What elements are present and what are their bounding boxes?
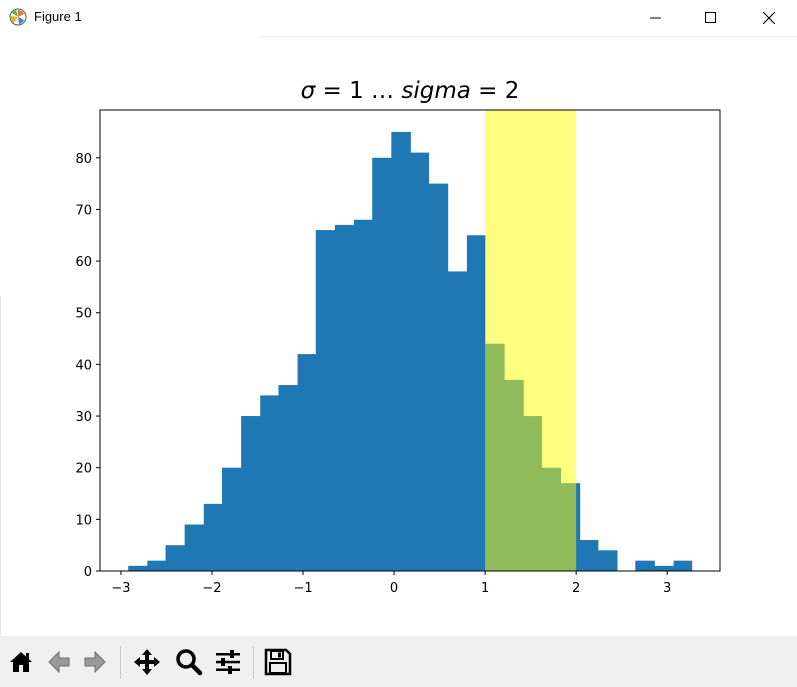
floppy-disk-icon [264, 648, 292, 676]
maximize-icon [705, 12, 716, 23]
histogram-bar [635, 560, 655, 571]
home-icon [10, 652, 32, 672]
histogram-bar [315, 230, 336, 571]
y-tick-label: 30 [75, 410, 92, 425]
save-button[interactable] [262, 646, 294, 678]
sliders-icon [216, 650, 240, 674]
y-tick-label: 50 [75, 307, 92, 322]
pan-button[interactable] [131, 646, 163, 678]
x-tick-label: 0 [390, 581, 398, 596]
minimize-icon [650, 17, 661, 19]
y-tick-label: 40 [75, 358, 92, 373]
close-icon [763, 12, 775, 24]
chart-title-eq1: = 1 … [315, 78, 401, 104]
arrow-right-icon [84, 650, 106, 674]
histogram-bar [673, 560, 693, 571]
histogram-bar [354, 219, 373, 571]
y-tick-label: 70 [75, 203, 92, 218]
minimize-button[interactable] [627, 0, 685, 36]
histogram-bar [428, 183, 449, 571]
x-tick-label: −1 [293, 581, 312, 596]
back-button[interactable] [43, 646, 75, 678]
histogram-bar [297, 354, 317, 571]
x-tick-label: −2 [202, 581, 221, 596]
titlebar-divider [260, 36, 797, 37]
histogram-bar [278, 385, 298, 571]
toolbar-separator [253, 646, 254, 679]
histogram-bar [579, 540, 599, 571]
histogram-bar [410, 152, 430, 571]
y-tick-label: 20 [75, 462, 92, 477]
histogram-bar [598, 550, 618, 571]
figure-canvas: σ = 1 … sigma = 2 −3 −2 −1 0 1 2 3010203040506… [75, 78, 721, 596]
y-tick-label: 0 [84, 565, 92, 580]
histogram-bar [165, 545, 186, 571]
histogram-bar [184, 524, 205, 571]
chart-title: σ = 1 … sigma = 2 [301, 78, 520, 104]
x-tick-label: 2 [572, 581, 580, 596]
forward-button[interactable] [79, 646, 111, 678]
configure-subplots-button[interactable] [212, 646, 244, 678]
histogram-bar [334, 224, 355, 571]
home-button[interactable] [5, 646, 37, 678]
window-edge [0, 296, 1, 636]
histogram-bar [391, 131, 411, 571]
histogram-bar [372, 157, 392, 571]
histogram-bar [260, 395, 279, 571]
chart-title-word: sigma [401, 78, 470, 104]
histogram-bar [203, 503, 223, 571]
close-button[interactable] [740, 0, 797, 36]
histogram-bar [654, 565, 674, 571]
axes-frame [99, 109, 721, 572]
x-tick-label: −3 [111, 581, 130, 596]
histogram-bar [241, 416, 261, 571]
move-icon [134, 649, 160, 675]
highlight-span [485, 110, 577, 571]
toolbar-separator [120, 646, 121, 679]
maximize-button[interactable] [682, 0, 740, 36]
histogram-bar [447, 271, 468, 571]
y-tick-label: 10 [75, 513, 92, 528]
x-tick-label: 1 [481, 581, 489, 596]
y-tick-label: 80 [75, 152, 92, 167]
chart-title-eq2: = 2 [471, 78, 520, 104]
navigation-toolbar [0, 636, 797, 687]
histogram-bar [466, 235, 486, 572]
matplotlib-logo-icon [9, 8, 27, 26]
chart-title-sigma: σ [301, 78, 317, 104]
window-title: Figure 1 [34, 9, 82, 24]
histogram-bar [221, 467, 242, 571]
histogram-bar [128, 565, 148, 571]
histogram-bar [147, 560, 166, 571]
y-tick-label: 60 [75, 255, 92, 270]
zoom-button[interactable] [173, 646, 205, 678]
title-bar: Figure 1 [0, 0, 797, 36]
x-tick-label: 3 [663, 581, 671, 596]
magnifier-icon [176, 649, 203, 676]
arrow-left-icon [48, 650, 70, 674]
